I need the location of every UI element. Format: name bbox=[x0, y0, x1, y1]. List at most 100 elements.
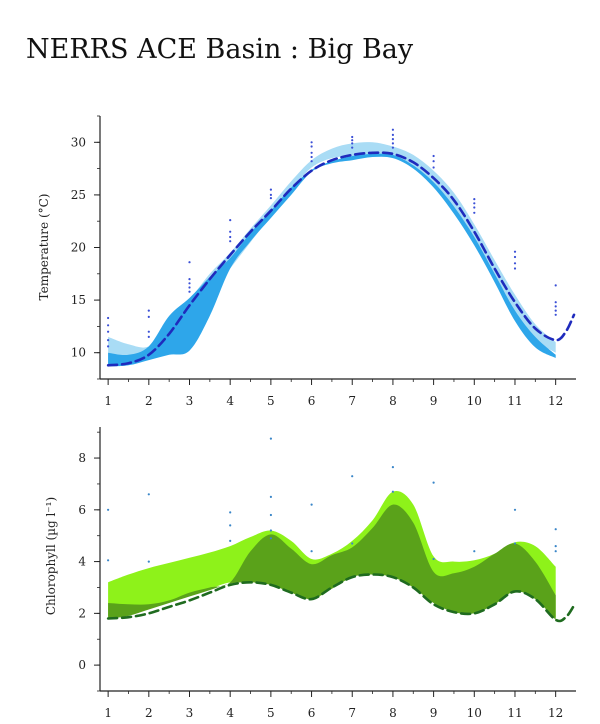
chl-data-point bbox=[147, 493, 150, 496]
temp-data-point bbox=[310, 145, 313, 148]
temp-y-tick-label: 25 bbox=[71, 188, 86, 202]
temp-data-point bbox=[310, 155, 313, 159]
page-title: NERRS ACE Basin : Big Bay bbox=[26, 34, 414, 65]
temp-data-point bbox=[391, 146, 394, 149]
chl-data-point bbox=[432, 557, 435, 561]
chl-data-point bbox=[473, 550, 476, 553]
temp-data-point bbox=[391, 128, 394, 131]
chl-data-point bbox=[229, 524, 232, 527]
chl-x-tick-label: 6 bbox=[308, 706, 316, 720]
temp-x-tick-label: 6 bbox=[308, 394, 316, 408]
temp-data-point bbox=[554, 284, 557, 287]
chl-x-tick-label: 8 bbox=[389, 706, 397, 720]
temp-y-tick-label: 30 bbox=[71, 135, 86, 149]
chl-data-point bbox=[229, 539, 232, 543]
temp-data-point bbox=[107, 330, 110, 333]
chl-x-tick-label: 5 bbox=[267, 706, 275, 720]
temp-data-point bbox=[391, 138, 394, 141]
temp-data-point bbox=[229, 240, 232, 243]
chl-data-point bbox=[391, 466, 394, 469]
temp-data-point bbox=[351, 139, 354, 142]
temp-mean-line bbox=[106, 151, 576, 367]
chl-y-tick-label: 6 bbox=[78, 503, 86, 517]
chl-x-tick-label: 4 bbox=[226, 706, 234, 720]
temp-x-tick-label: 10 bbox=[467, 394, 482, 408]
temp-y-tick-label: 10 bbox=[71, 346, 86, 360]
temp-range-band bbox=[108, 153, 556, 367]
temp-data-point bbox=[310, 160, 313, 163]
chl-data-point bbox=[310, 550, 313, 553]
chl-x-tick-label: 1 bbox=[104, 706, 112, 720]
temp-data-point bbox=[107, 316, 110, 320]
chl-data-point bbox=[554, 545, 557, 548]
temp-data-point bbox=[229, 235, 232, 239]
temp-data-point bbox=[351, 146, 354, 149]
temp-y-axis-title: Temperature (°C) bbox=[37, 194, 51, 301]
temp-data-point bbox=[473, 198, 476, 201]
temp-data-point bbox=[107, 345, 110, 348]
temp-data-point bbox=[147, 315, 150, 318]
temp-data-point bbox=[554, 313, 557, 316]
chl-data-point bbox=[269, 495, 272, 498]
chl-data-point bbox=[351, 475, 354, 478]
temp-data-point bbox=[513, 262, 517, 265]
chl-x-tick-label: 3 bbox=[186, 706, 194, 720]
chl-y-tick-label: 2 bbox=[78, 606, 86, 620]
chl-x-tick-label: 10 bbox=[467, 706, 482, 720]
temp-data-point bbox=[513, 267, 517, 270]
chl-x-tick-label: 2 bbox=[145, 706, 153, 720]
chl-data-point bbox=[147, 560, 150, 563]
chl-data-point bbox=[513, 542, 517, 545]
temp-data-point bbox=[269, 188, 272, 191]
temp-x-tick-label: 2 bbox=[145, 394, 153, 408]
temp-data-point bbox=[554, 305, 557, 308]
chl-range-band bbox=[108, 504, 556, 620]
chl-data-point bbox=[310, 503, 313, 506]
chl-y-tick-label: 0 bbox=[78, 658, 86, 672]
temp-data-point bbox=[391, 142, 394, 145]
temp-x-tick-label: 7 bbox=[348, 394, 356, 408]
temp-data-point bbox=[269, 193, 272, 196]
temp-x-tick-label: 5 bbox=[267, 394, 275, 408]
temp-data-point bbox=[432, 166, 435, 169]
temp-data-point bbox=[147, 335, 150, 338]
temp-data-point bbox=[310, 141, 313, 144]
temp-x-tick-label: 9 bbox=[430, 394, 438, 408]
chl-mean-line bbox=[106, 573, 576, 623]
temp-data-point bbox=[188, 286, 191, 289]
temp-data-point bbox=[188, 261, 191, 264]
temp-data-point bbox=[107, 339, 110, 342]
temp-x-tick-label: 4 bbox=[226, 394, 234, 408]
temp-data-point bbox=[269, 197, 272, 200]
chl-data-point bbox=[391, 490, 394, 493]
temp-x-tick-label: 1 bbox=[104, 394, 112, 408]
chl-data-point bbox=[554, 528, 557, 531]
temp-data-point bbox=[229, 230, 232, 233]
chl-data-point bbox=[269, 529, 272, 532]
temp-data-point bbox=[473, 211, 476, 214]
chl-data-point bbox=[269, 537, 272, 540]
chl-y-tick-label: 8 bbox=[78, 451, 86, 465]
chl-data-point bbox=[229, 511, 232, 514]
temp-data-point bbox=[554, 309, 557, 312]
temp-data-point bbox=[473, 202, 476, 205]
temp-y-tick-label: 20 bbox=[71, 241, 86, 255]
temp-data-point bbox=[432, 160, 435, 163]
temp-data-point bbox=[188, 290, 191, 293]
temp-data-point bbox=[351, 135, 354, 139]
chl-x-tick-label: 9 bbox=[430, 706, 438, 720]
temp-data-point bbox=[310, 151, 313, 154]
chl-data-point bbox=[269, 437, 272, 440]
temp-x-tick-label: 11 bbox=[507, 394, 522, 408]
temp-data-point bbox=[188, 282, 191, 285]
temp-x-tick-label: 8 bbox=[389, 394, 397, 408]
temp-data-point bbox=[513, 255, 517, 259]
temp-data-point bbox=[391, 133, 394, 136]
temp-data-point bbox=[554, 301, 557, 304]
chl-x-tick-label: 7 bbox=[348, 706, 356, 720]
chl-x-tick-label: 12 bbox=[548, 706, 563, 720]
chl-x-tick-label: 11 bbox=[507, 706, 522, 720]
chl-y-tick-label: 4 bbox=[78, 555, 86, 569]
